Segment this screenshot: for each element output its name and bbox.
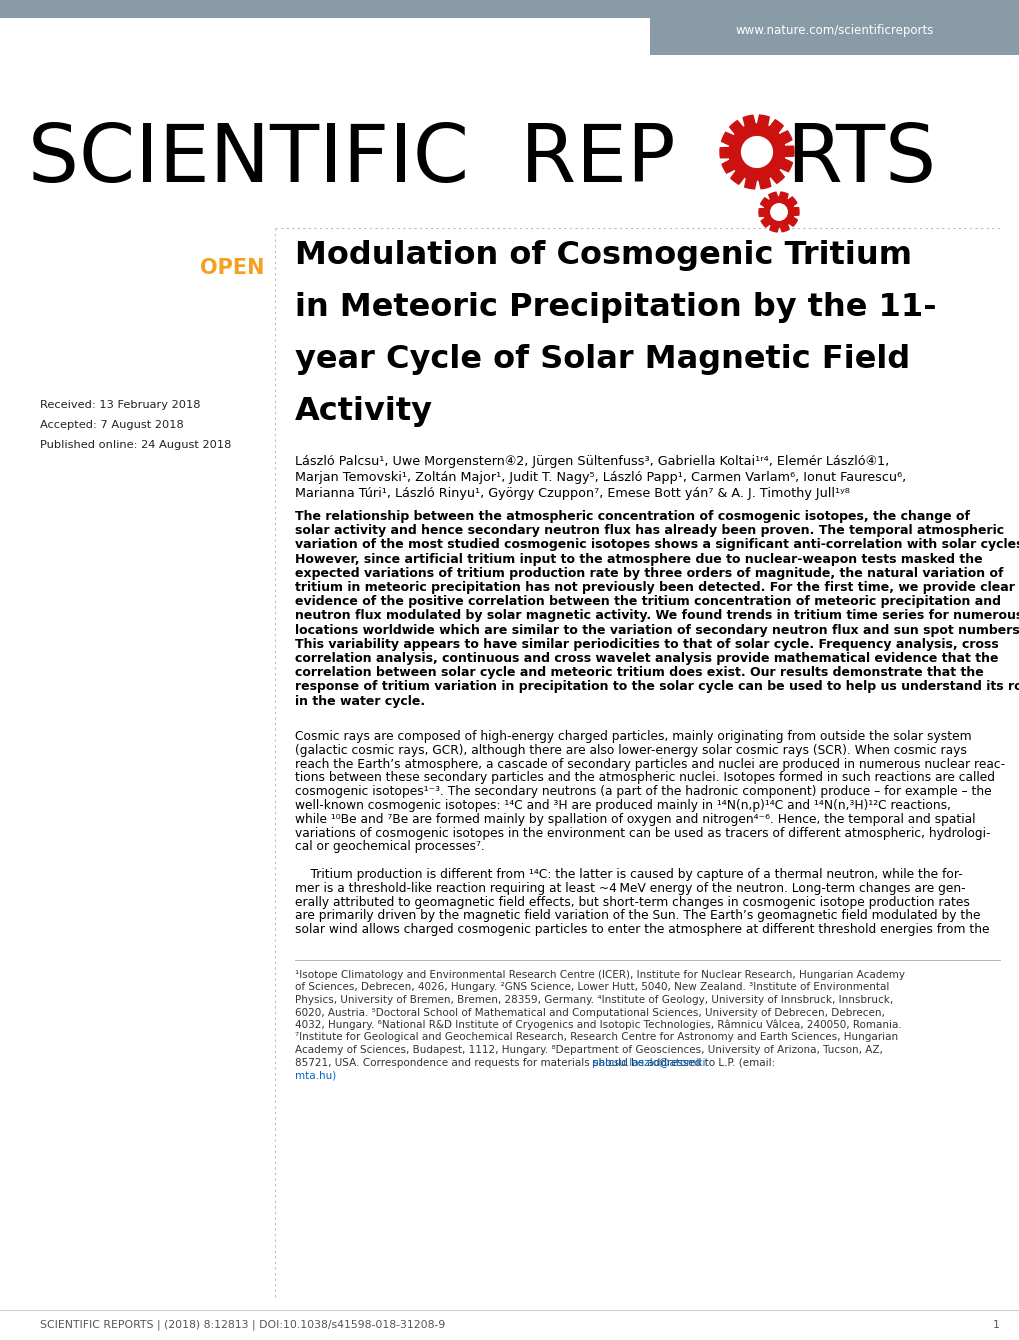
Text: (galactic cosmic rays, GCR), although there are also lower-energy solar cosmic r: (galactic cosmic rays, GCR), although th… [294,744,966,757]
Text: are primarily driven by the magnetic field variation of the Sun. The Earth’s geo: are primarily driven by the magnetic fie… [294,910,979,922]
Text: response of tritium variation in precipitation to the solar cycle can be used to: response of tritium variation in precipi… [294,681,1019,693]
Text: László Palcsu¹, Uwe Morgenstern④2, Jürgen Sültenfuss³, Gabriella Koltai¹ʳ⁴, Elem: László Palcsu¹, Uwe Morgenstern④2, Jürge… [294,456,889,468]
Polygon shape [758,192,798,232]
Text: solar wind allows charged cosmogenic particles to enter the atmosphere at differ: solar wind allows charged cosmogenic par… [294,923,988,937]
Text: Marianna Túri¹, László Rinyu¹, György Czuppon⁷, Emese Bott yán⁷ & A. J. Timothy : Marianna Túri¹, László Rinyu¹, György Cz… [294,486,849,500]
Text: Tritium production is different from ¹⁴C: the latter is caused by capture of a t: Tritium production is different from ¹⁴C… [294,868,962,880]
Text: SCIENTIFIC REPORTS | (2018) 8:12813 | DOI:10.1038/s41598-018-31208-9: SCIENTIFIC REPORTS | (2018) 8:12813 | DO… [40,1320,445,1331]
Text: The relationship between the atmospheric concentration of cosmogenic isotopes, t: The relationship between the atmospheric… [294,511,969,523]
Text: locations worldwide which are similar to the variation of secondary neutron flux: locations worldwide which are similar to… [294,623,1019,636]
Text: well-known cosmogenic isotopes: ¹⁴C and ³H are produced mainly in ¹⁴N(n,p)¹⁴C an: well-known cosmogenic isotopes: ¹⁴C and … [294,799,950,812]
Text: variation of the most studied cosmogenic isotopes shows a significant anti-corre: variation of the most studied cosmogenic… [294,539,1019,551]
Text: neutron flux modulated by solar magnetic activity. We found trends in tritium ti: neutron flux modulated by solar magnetic… [294,610,1019,622]
Text: palcsu.laszlo@atomki.: palcsu.laszlo@atomki. [591,1057,708,1068]
Text: 6020, Austria. ⁵Doctoral School of Mathematical and Computational Sciences, Univ: 6020, Austria. ⁵Doctoral School of Mathe… [294,1008,884,1017]
Text: Academy of Sciences, Budapest, 1112, Hungary. ⁸Department of Geosciences, Univer: Academy of Sciences, Budapest, 1112, Hun… [294,1045,882,1055]
Text: Published online: 24 August 2018: Published online: 24 August 2018 [40,440,231,450]
Text: www.nature.com/scientificreports: www.nature.com/scientificreports [735,24,933,38]
Text: correlation between solar cycle and meteoric tritium does exist. Our results dem: correlation between solar cycle and mete… [294,666,982,679]
Text: expected variations of tritium production rate by three orders of magnitude, the: expected variations of tritium productio… [294,567,1003,580]
Text: Activity: Activity [294,397,433,427]
Text: correlation analysis, continuous and cross wavelet analysis provide mathematical: correlation analysis, continuous and cro… [294,653,998,665]
Text: year Cycle of Solar Magnetic Field: year Cycle of Solar Magnetic Field [294,344,909,375]
Text: of Sciences, Debrecen, 4026, Hungary. ²GNS Science, Lower Hutt, 5040, New Zealan: of Sciences, Debrecen, 4026, Hungary. ²G… [294,982,889,993]
Text: Accepted: 7 August 2018: Accepted: 7 August 2018 [40,419,183,430]
Text: mer is a threshold-like reaction requiring at least ~4 MeV energy of the neutron: mer is a threshold-like reaction requiri… [294,882,965,895]
Text: Cosmic rays are composed of high-energy charged particles, mainly originating fr: Cosmic rays are composed of high-energy … [294,730,971,742]
Text: in the water cycle.: in the water cycle. [294,694,425,708]
Text: Marjan Temovski¹, Zoltán Major¹, Judit T. Nagy⁵, László Papp¹, Carmen Varlam⁶, I: Marjan Temovski¹, Zoltán Major¹, Judit T… [294,470,905,484]
Text: Received: 13 February 2018: Received: 13 February 2018 [40,401,201,410]
Text: 4032, Hungary. ⁶National R&D Institute of Cryogenics and Isotopic Technologies, : 4032, Hungary. ⁶National R&D Institute o… [294,1020,901,1030]
Text: ¹Isotope Climatology and Environmental Research Centre (ICER), Institute for Nuc: ¹Isotope Climatology and Environmental R… [294,970,904,980]
Text: Physics, University of Bremen, Bremen, 28359, Germany. ⁴Institute of Geology, Un: Physics, University of Bremen, Bremen, 2… [294,996,893,1005]
Circle shape [741,137,771,168]
Text: tions between these secondary particles and the atmospheric nuclei. Isotopes for: tions between these secondary particles … [294,772,994,784]
Text: mta.hu): mta.hu) [294,1071,336,1080]
Text: variations of cosmogenic isotopes in the environment can be used as tracers of d: variations of cosmogenic isotopes in the… [294,827,989,840]
Bar [0,0,1019,17]
Text: evidence of the positive correlation between the tritium concentration of meteor: evidence of the positive correlation bet… [294,595,1000,608]
Text: while ¹⁰Be and ⁷Be are formed mainly by spallation of oxygen and nitrogen⁴⁻⁶. He: while ¹⁰Be and ⁷Be are formed mainly by … [294,813,974,825]
Text: 1: 1 [993,1320,999,1331]
Text: SCIENTIFIC  REP: SCIENTIFIC REP [28,121,675,200]
Text: OPEN: OPEN [201,259,265,277]
Text: ⁷Institute for Geological and Geochemical Research, Research Centre for Astronom: ⁷Institute for Geological and Geochemica… [294,1033,898,1043]
Text: 85721, USA. Correspondence and requests for materials should be addressed to L.P: 85721, USA. Correspondence and requests … [294,1057,777,1068]
Circle shape [770,204,787,220]
Text: in Meteoric Precipitation by the 11-: in Meteoric Precipitation by the 11- [294,292,935,323]
Text: solar activity and hence secondary neutron flux has already been proven. The tem: solar activity and hence secondary neutr… [294,524,1003,537]
Text: RTS: RTS [786,121,935,200]
Text: cal or geochemical processes⁷.: cal or geochemical processes⁷. [294,840,484,854]
Text: erally attributed to geomagnetic field effects, but short-term changes in cosmog: erally attributed to geomagnetic field e… [294,895,969,909]
Text: This variability appears to have similar periodicities to that of solar cycle. F: This variability appears to have similar… [294,638,998,651]
Text: cosmogenic isotopes¹⁻³. The secondary neutrons (a part of the hadronic component: cosmogenic isotopes¹⁻³. The secondary ne… [294,785,990,799]
Text: tritium in meteoric precipitation has not previously been detected. For the firs: tritium in meteoric precipitation has no… [294,582,1014,594]
Polygon shape [719,115,793,189]
Text: reach the Earth’s atmosphere, a cascade of secondary particles and nuclei are pr: reach the Earth’s atmosphere, a cascade … [294,757,1004,770]
Text: However, since artificial tritium input to the atmosphere due to nuclear-weapon : However, since artificial tritium input … [294,552,981,565]
Text: Modulation of Cosmogenic Tritium: Modulation of Cosmogenic Tritium [294,240,911,271]
Bar [649,0,1019,55]
